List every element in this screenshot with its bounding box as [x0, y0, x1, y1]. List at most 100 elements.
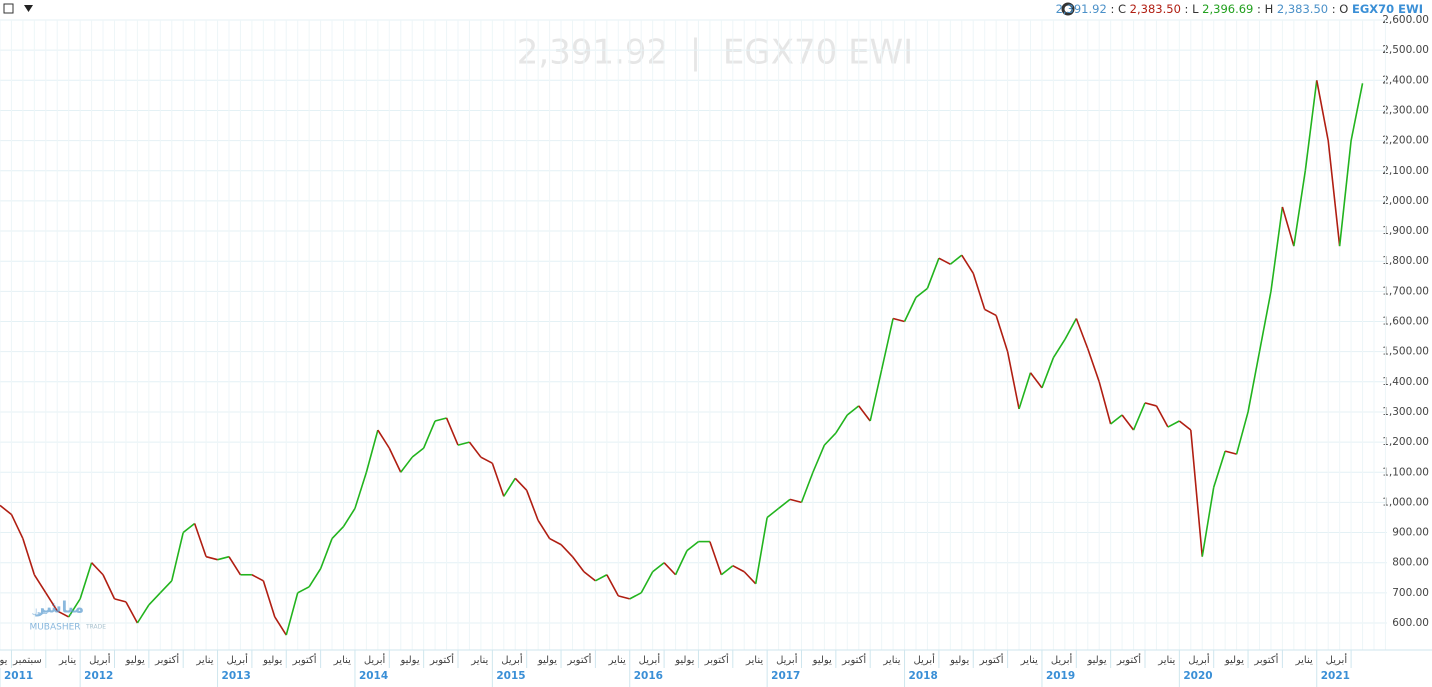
price-segment	[835, 414, 848, 434]
x-tick-label: يوليو	[399, 655, 419, 666]
price-segment	[365, 429, 379, 473]
price-segment	[33, 574, 47, 594]
price-segment	[823, 432, 837, 446]
price-segment	[1110, 414, 1123, 425]
price-segment	[1132, 402, 1146, 431]
x-tick-label: يناير	[882, 655, 900, 666]
x-tick-label: يناير	[745, 655, 763, 666]
price-segment	[1018, 372, 1032, 410]
x-tick-label: يوليو	[949, 655, 969, 666]
price-segment	[949, 254, 963, 265]
price-segment	[892, 317, 905, 323]
price-segment	[45, 592, 58, 612]
price-segment	[56, 610, 70, 618]
x-tick-label: يناير	[195, 655, 213, 666]
price-segment	[846, 405, 860, 416]
x-tick-label: أبريل	[1188, 653, 1210, 666]
price-segment	[915, 287, 928, 299]
price-segment	[525, 490, 539, 521]
logo-arabic: مباشر	[35, 598, 84, 617]
price-segment	[136, 604, 150, 624]
y-tick-label: 2,200.00	[1382, 135, 1429, 147]
price-segment	[1006, 351, 1020, 410]
x-tick-label: أبريل	[226, 653, 248, 666]
price-segment	[388, 447, 402, 473]
price-segment	[400, 456, 413, 473]
price-segment	[686, 540, 699, 552]
price-segment	[1178, 420, 1192, 431]
y-tick-label: 1,300.00	[1382, 406, 1429, 418]
year-label: 2012	[84, 670, 113, 682]
price-segment	[319, 538, 333, 570]
y-tick-label: 1,900.00	[1382, 225, 1429, 237]
x-tick-label: أبريل	[501, 653, 523, 666]
price-segment	[537, 520, 551, 540]
x-tick-label: يوليو	[0, 655, 8, 666]
x-tick-label: أكتوبر	[979, 653, 1004, 666]
price-segment	[789, 498, 802, 504]
price-segment	[880, 318, 894, 370]
y-tick-label: 800.00	[1392, 557, 1429, 569]
price-segment	[858, 405, 871, 422]
price-segment	[995, 315, 1009, 352]
watermark: 2,391.92 | EGX70 EWI	[517, 33, 913, 73]
price-segment	[411, 447, 425, 458]
price-segment	[743, 571, 757, 585]
price-segment	[10, 514, 24, 539]
y-tick-label: 1,000.00	[1382, 496, 1429, 508]
x-tick-label: أبريل	[913, 653, 935, 666]
price-segment	[1338, 140, 1352, 247]
price-segment	[1041, 357, 1055, 389]
x-tick-label: أكتوبر	[429, 653, 454, 666]
price-segment	[583, 571, 596, 582]
y-tick-label: 600.00	[1392, 617, 1429, 629]
price-segment	[618, 595, 630, 600]
price-segment	[812, 444, 826, 473]
price-segment	[68, 598, 81, 618]
price-segment	[663, 562, 677, 576]
price-segment	[1247, 351, 1261, 413]
price-segment	[503, 477, 516, 497]
checkbox[interactable]	[3, 3, 14, 14]
x-tick-label: يوليو	[262, 655, 282, 666]
price-segment	[1167, 420, 1180, 428]
x-tick-label: أكتوبر	[154, 653, 179, 666]
y-tick-label: 1,400.00	[1382, 376, 1429, 388]
price-segment	[285, 592, 299, 636]
y-tick-label: 2,100.00	[1382, 165, 1429, 177]
price-segment	[1064, 318, 1078, 340]
x-tick-label: سبتمبر	[12, 655, 42, 666]
price-segment	[491, 462, 505, 497]
price-segment	[926, 257, 940, 289]
price-segment	[1270, 206, 1284, 292]
price-segment	[79, 562, 93, 600]
price-segment	[640, 571, 654, 594]
x-tick-label: يوليو	[1224, 655, 1244, 666]
y-tick-label: 900.00	[1392, 527, 1429, 539]
dropdown[interactable]	[24, 5, 33, 12]
settings-icon[interactable]	[1061, 2, 1075, 16]
price-segment	[1258, 291, 1272, 352]
year-label: 2019	[1046, 670, 1075, 682]
y-tick-label: 2,000.00	[1382, 195, 1429, 207]
price-segment	[720, 565, 734, 576]
year-label: 2018	[909, 670, 938, 682]
x-tick-label: يناير	[1295, 655, 1313, 666]
price-segment	[972, 273, 986, 310]
price-segment	[1327, 140, 1341, 247]
price-segment	[91, 562, 104, 576]
x-tick-label: يناير	[470, 655, 488, 666]
x-tick-label: يناير	[333, 655, 351, 666]
x-tick-label: أبريل	[89, 653, 111, 666]
price-segment	[331, 525, 345, 540]
price-segment	[434, 417, 447, 422]
price-segment	[1201, 487, 1215, 557]
price-segment	[1224, 450, 1237, 455]
price-segment	[170, 532, 184, 581]
price-segment	[1304, 80, 1318, 171]
price-segment	[1098, 381, 1112, 425]
price-segment	[1315, 80, 1329, 141]
price-segment	[114, 598, 127, 603]
y-tick-label: 700.00	[1392, 587, 1429, 599]
year-label: 2013	[222, 670, 251, 682]
